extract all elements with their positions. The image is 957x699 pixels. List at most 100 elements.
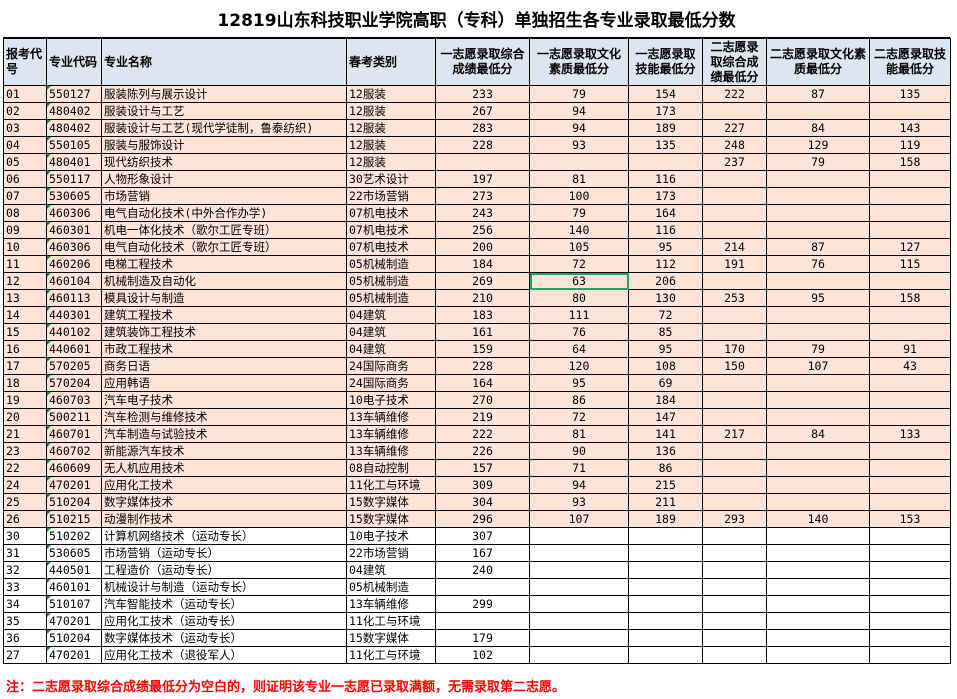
cell-exam-code[interactable]: 34 [3, 595, 47, 613]
header-second-total[interactable]: 二志愿录取综合成绩最低分 [702, 38, 767, 86]
cell-second-total[interactable] [702, 629, 767, 647]
cell-first-total[interactable]: 269 [435, 272, 530, 290]
cell-second-skill[interactable] [869, 306, 951, 324]
cell-first-skill[interactable]: 184 [628, 391, 703, 409]
cell-second-culture[interactable] [766, 170, 870, 188]
cell-second-skill[interactable] [869, 544, 951, 562]
cell-first-skill[interactable]: 189 [628, 510, 703, 528]
cell-major-name[interactable]: 应用韩语 [101, 374, 347, 392]
cell-major-name[interactable]: 市场营销 [101, 187, 347, 205]
cell-second-skill[interactable] [869, 272, 951, 290]
cell-second-total[interactable] [702, 493, 767, 511]
cell-exam-code[interactable]: 25 [3, 493, 47, 511]
cell-first-skill[interactable]: 215 [628, 476, 703, 494]
cell-first-culture[interactable]: 94 [529, 102, 629, 120]
cell-first-skill[interactable]: 164 [628, 204, 703, 222]
cell-first-culture[interactable]: 107 [529, 510, 629, 528]
cell-second-culture[interactable]: 129 [766, 136, 870, 154]
cell-second-skill[interactable] [869, 578, 951, 596]
cell-first-total[interactable]: 233 [435, 85, 530, 103]
cell-second-culture[interactable]: 84 [766, 119, 870, 137]
cell-first-skill[interactable]: 86 [628, 459, 703, 477]
cell-exam-code[interactable]: 03 [3, 119, 47, 137]
cell-first-total[interactable]: 307 [435, 527, 530, 545]
cell-major-name[interactable]: 商务日语 [101, 357, 347, 375]
cell-first-culture[interactable] [529, 544, 629, 562]
cell-second-culture[interactable] [766, 578, 870, 596]
cell-second-total[interactable]: 227 [702, 119, 767, 137]
cell-category[interactable]: 10电子技术 [346, 391, 436, 409]
cell-major-code[interactable]: 500211 [46, 408, 102, 426]
cell-second-skill[interactable]: 133 [869, 425, 951, 443]
cell-second-total[interactable] [702, 102, 767, 120]
cell-first-culture[interactable]: 81 [529, 425, 629, 443]
cell-major-name[interactable]: 市场营销（运动专长） [101, 544, 347, 562]
cell-second-culture[interactable] [766, 612, 870, 630]
cell-first-skill[interactable]: 173 [628, 187, 703, 205]
cell-major-code[interactable]: 530605 [46, 544, 102, 562]
cell-first-total[interactable]: 184 [435, 255, 530, 273]
cell-second-total[interactable] [702, 306, 767, 324]
cell-first-skill[interactable]: 154 [628, 85, 703, 103]
cell-second-skill[interactable] [869, 442, 951, 460]
cell-second-skill[interactable] [869, 612, 951, 630]
cell-second-total[interactable] [702, 612, 767, 630]
cell-category[interactable]: 15数字媒体 [346, 510, 436, 528]
cell-category[interactable]: 12服装 [346, 136, 436, 154]
cell-category[interactable]: 13车辆维修 [346, 425, 436, 443]
cell-major-code[interactable]: 460609 [46, 459, 102, 477]
cell-category[interactable]: 07机电技术 [346, 221, 436, 239]
cell-major-name[interactable]: 无人机应用技术 [101, 459, 347, 477]
cell-second-total[interactable] [702, 595, 767, 613]
cell-second-skill[interactable]: 158 [869, 289, 951, 307]
cell-major-code[interactable]: 460703 [46, 391, 102, 409]
cell-first-skill[interactable]: 116 [628, 170, 703, 188]
cell-first-culture[interactable] [529, 629, 629, 647]
cell-first-total[interactable]: 304 [435, 493, 530, 511]
cell-first-culture[interactable]: 80 [529, 289, 629, 307]
cell-major-code[interactable]: 460206 [46, 255, 102, 273]
cell-major-name[interactable]: 现代纺织技术 [101, 153, 347, 171]
cell-category[interactable]: 10电子技术 [346, 527, 436, 545]
cell-exam-code[interactable]: 08 [3, 204, 47, 222]
cell-first-total[interactable] [435, 578, 530, 596]
cell-second-skill[interactable] [869, 629, 951, 647]
cell-second-total[interactable] [702, 578, 767, 596]
cell-exam-code[interactable]: 13 [3, 289, 47, 307]
cell-exam-code[interactable]: 27 [3, 646, 47, 664]
cell-first-skill[interactable] [628, 646, 703, 664]
cell-major-code[interactable]: 460101 [46, 578, 102, 596]
cell-second-culture[interactable] [766, 187, 870, 205]
cell-first-skill[interactable]: 206 [628, 272, 703, 290]
cell-second-total[interactable]: 293 [702, 510, 767, 528]
cell-first-total[interactable]: 197 [435, 170, 530, 188]
cell-exam-code[interactable]: 19 [3, 391, 47, 409]
cell-major-code[interactable]: 440601 [46, 340, 102, 358]
cell-first-skill[interactable]: 141 [628, 425, 703, 443]
cell-exam-code[interactable]: 32 [3, 561, 47, 579]
cell-second-culture[interactable] [766, 561, 870, 579]
cell-second-skill[interactable] [869, 408, 951, 426]
cell-second-skill[interactable]: 153 [869, 510, 951, 528]
cell-first-culture[interactable]: 120 [529, 357, 629, 375]
header-exam-code[interactable]: 报考代号 [3, 38, 47, 86]
cell-category[interactable]: 30艺术设计 [346, 170, 436, 188]
cell-category[interactable]: 11化工与环境 [346, 646, 436, 664]
header-first-culture[interactable]: 一志愿录取文化素质最低分 [529, 38, 629, 86]
cell-first-skill[interactable]: 136 [628, 442, 703, 460]
cell-major-name[interactable]: 机电一体化技术（歌尔工匠专班） [101, 221, 347, 239]
cell-first-skill[interactable]: 211 [628, 493, 703, 511]
cell-second-culture[interactable] [766, 272, 870, 290]
cell-first-skill[interactable]: 112 [628, 255, 703, 273]
cell-second-culture[interactable] [766, 646, 870, 664]
cell-major-code[interactable]: 480402 [46, 102, 102, 120]
cell-second-total[interactable] [702, 323, 767, 341]
cell-category[interactable]: 11化工与环境 [346, 476, 436, 494]
cell-first-skill[interactable]: 116 [628, 221, 703, 239]
cell-category[interactable]: 13车辆维修 [346, 408, 436, 426]
cell-second-total[interactable]: 217 [702, 425, 767, 443]
cell-major-code[interactable]: 570205 [46, 357, 102, 375]
cell-second-skill[interactable] [869, 391, 951, 409]
cell-second-culture[interactable] [766, 306, 870, 324]
cell-category[interactable]: 22市场营销 [346, 544, 436, 562]
